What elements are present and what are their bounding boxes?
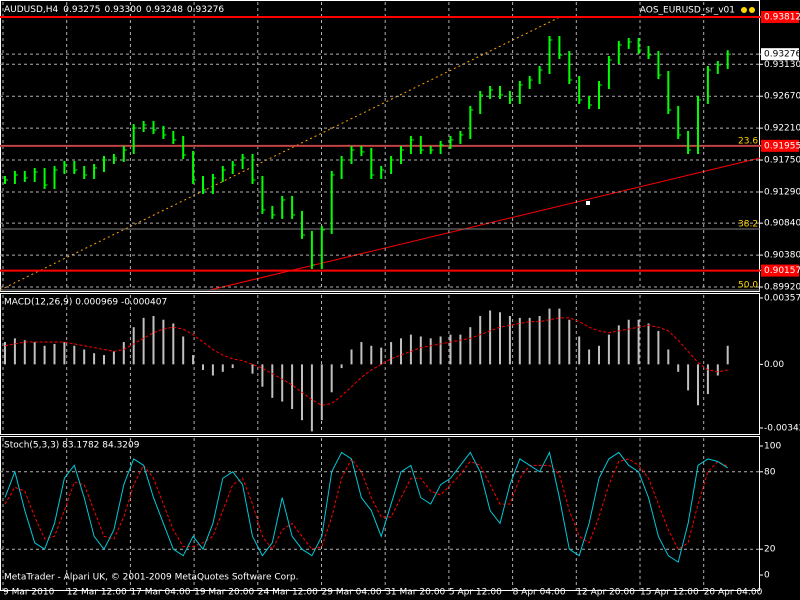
y-tick-label: 0.00	[764, 360, 784, 370]
y-tick-label: 0.92670	[764, 92, 800, 102]
x-tick-label: 12 Apr 20:00	[576, 588, 635, 598]
macd-signal	[4, 317, 728, 406]
stoch-title: Stoch(5,3,3) 83.1782 84.3209	[4, 441, 140, 451]
stoch-signal	[4, 457, 728, 551]
header: AUDUSD,H4 0.93275 0.93300 0.93248 0.93276	[4, 5, 224, 15]
fib-label: 50.0	[738, 281, 758, 291]
y-tick-label: 0.90157	[764, 266, 800, 276]
symbol: AUDUSD,H4	[4, 5, 59, 15]
bid-label-bg	[761, 48, 799, 61]
indicator-icon	[741, 7, 747, 13]
fib-trendline	[0, 16, 561, 291]
x-tick-label: 8 Apr 04:00	[513, 588, 566, 598]
y-tick-label: 100	[764, 442, 781, 452]
footer: MetaTrader - Alpari UK, © 2001-2009 Meta…	[4, 573, 298, 583]
x-tick-label: 31 Mar 20:00	[385, 588, 445, 598]
fib-label: 23.6	[738, 136, 758, 146]
trendline	[209, 157, 761, 291]
y-tick-label: 0.93130	[764, 60, 800, 70]
y-tick-label: 0.93276	[764, 50, 800, 60]
level-label-bg	[761, 10, 799, 23]
y-tick-label: 0.91750	[764, 156, 800, 166]
stoch-main	[4, 450, 728, 563]
low: 0.93248	[146, 5, 183, 15]
x-tick-label: 29 Mar 04:00	[322, 588, 382, 598]
x-tick-label: 20 Apr 04:00	[704, 588, 763, 598]
x-tick-label: 19 Mar 20:00	[194, 588, 254, 598]
marker	[586, 201, 590, 205]
y-tick-label: 20	[764, 545, 776, 555]
y-tick-label: 0.89920	[764, 283, 800, 293]
close: 0.93276	[187, 5, 224, 15]
indicator-name: AOS_EURUSD_sr_v01	[640, 6, 735, 16]
y-tick-label: 0.91955	[764, 141, 800, 151]
level-label-bg	[761, 264, 799, 277]
y-tick-label: 0	[764, 571, 770, 581]
y-tick-label: 0.93812	[764, 12, 800, 22]
macd-title: MACD(12,26,9) 0.000969 -0.000407	[4, 298, 167, 308]
y-tick-label: 0.91290	[764, 187, 800, 197]
indicator-icon	[749, 7, 755, 13]
x-tick-label: 5 Apr 12:00	[449, 588, 502, 598]
x-tick-label: 12 Mar 12:00	[67, 588, 127, 598]
y-tick-label: -0.00342	[764, 423, 800, 433]
high: 0.93300	[104, 5, 141, 15]
stoch-pane-border	[0, 436, 760, 591]
y-tick-label: 0.92210	[764, 124, 800, 134]
y-tick-label: 0.90840	[764, 219, 800, 229]
level-label-bg	[761, 139, 799, 152]
y-tick-label: 80	[764, 467, 776, 477]
x-tick-label: 15 Apr 12:00	[640, 588, 699, 598]
y-tick-label: 0.00357	[764, 293, 800, 303]
macd-pane-border	[0, 293, 760, 435]
fib-label: 38.2	[738, 219, 758, 229]
x-tick-label: 24 Mar 12:00	[258, 588, 318, 598]
x-tick-label: 9 Mar 2010	[3, 588, 55, 598]
open: 0.93275	[63, 5, 100, 15]
y-tick-label: 0.90380	[764, 251, 800, 261]
x-tick-label: 17 Mar 04:00	[130, 588, 190, 598]
